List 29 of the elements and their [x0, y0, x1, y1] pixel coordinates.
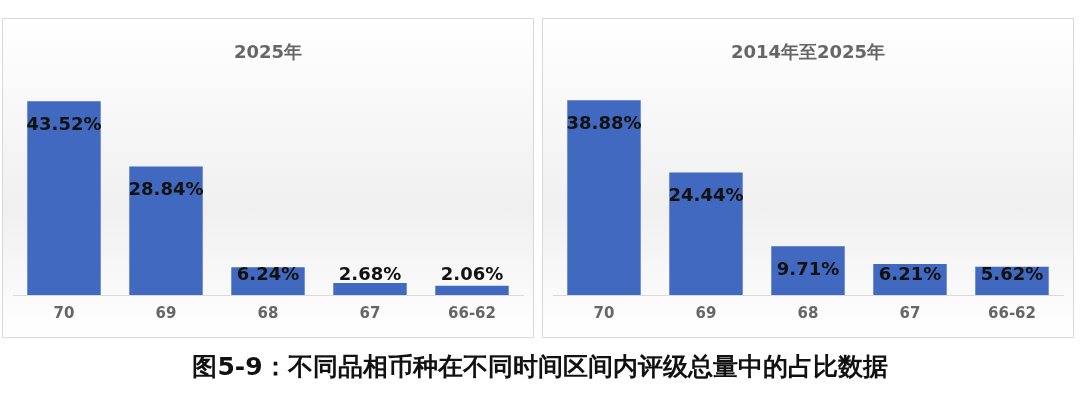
data-label: 38.88%	[566, 111, 642, 133]
x-tick-label: 69	[695, 303, 717, 322]
data-label: 24.44%	[668, 184, 744, 206]
bar	[567, 100, 641, 295]
data-label: 6.21%	[878, 262, 942, 284]
data-label: 9.71%	[776, 258, 840, 280]
bar	[435, 285, 509, 295]
data-label: 6.24%	[236, 262, 300, 284]
data-label: 5.62%	[980, 262, 1044, 284]
x-tick-label: 70	[593, 303, 615, 322]
data-label: 28.84%	[128, 178, 204, 200]
data-label: 43.52%	[26, 112, 102, 134]
x-tick-label: 68	[797, 303, 819, 322]
bar	[669, 172, 743, 295]
x-tick-label: 69	[155, 303, 177, 322]
x-tick-label: 67	[899, 303, 921, 322]
bar	[27, 101, 101, 295]
data-label: 2.68%	[338, 262, 402, 284]
data-label: 2.06%	[440, 262, 504, 284]
x-tick-label: 67	[359, 303, 381, 322]
caption: 图5-9：不同品相币种在不同时间区间内评级总量中的占比数据	[191, 351, 889, 383]
x-tick-label: 66-62	[988, 303, 1036, 322]
bar	[129, 166, 203, 295]
x-tick-label: 66-62	[448, 303, 496, 322]
chart-title: 2014年至2025年	[730, 41, 886, 63]
x-tick-label: 68	[257, 303, 279, 322]
chart-title: 2025年	[233, 41, 303, 63]
bar	[333, 283, 407, 295]
x-tick-label: 70	[53, 303, 75, 322]
